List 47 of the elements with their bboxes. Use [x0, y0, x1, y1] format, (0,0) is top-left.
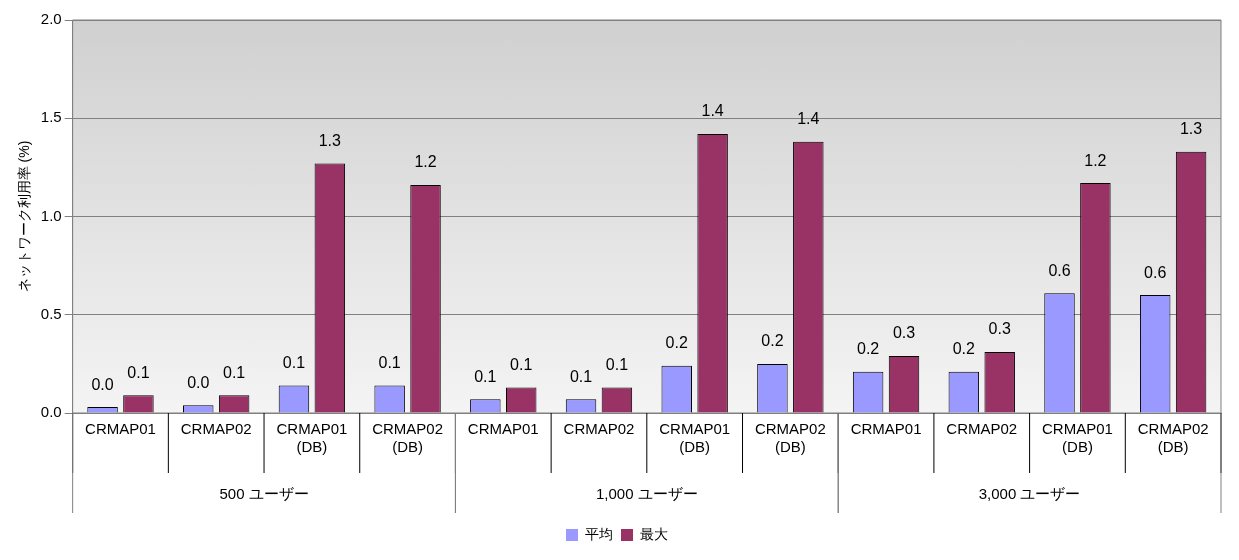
x-tick-label: CRMAP02 — [946, 420, 1018, 438]
y-tick-label: 1.5 — [40, 108, 62, 126]
y-axis-title: ネットワーク利用率 (%) — [16, 140, 33, 293]
data-label: 1.3 — [1179, 120, 1203, 138]
data-label: 0.1 — [127, 363, 150, 381]
data-label: 1.3 — [318, 131, 342, 149]
x-tick-label: CRMAP01 (DB) — [276, 420, 348, 456]
data-label: 0.0 — [187, 373, 210, 391]
x-tick-label: CRMAP01 (DB) — [1042, 420, 1113, 456]
data-label: 0.6 — [1048, 261, 1071, 279]
data-label: 0.1 — [474, 367, 497, 385]
data-label: 1.2 — [414, 153, 437, 171]
text: 3,000 ユーザー — [978, 485, 1081, 503]
data-label: 1.2 — [1084, 151, 1107, 169]
y-tick-label: 2.0 — [40, 10, 62, 28]
data-label: 0.3 — [892, 324, 916, 342]
x-tick-label: CRMAP02 (DB) — [1137, 420, 1209, 456]
x-tick-label: CRMAP02 — [180, 420, 252, 438]
y-tick-label: 0.5 — [40, 304, 62, 322]
x-tick-label: CRMAP01 — [467, 420, 539, 438]
data-label: 0.1 — [282, 353, 306, 371]
legend-label: 平均 — [585, 525, 613, 542]
data-label: 0.1 — [605, 355, 629, 373]
data-label: 0.2 — [665, 334, 688, 352]
data-label: 0.6 — [1144, 263, 1167, 281]
legend-label: 最大 — [640, 525, 668, 542]
text: 1,000 ユーザー — [595, 485, 698, 503]
y-tick-label: 1.0 — [40, 206, 62, 224]
x-tick-label: CRMAP01 — [85, 420, 156, 438]
x-tick-label: CRMAP02 (DB) — [372, 420, 444, 456]
data-label: 0.0 — [91, 375, 114, 393]
data-label: 0.3 — [988, 320, 1011, 338]
data-label: 1.4 — [797, 110, 820, 128]
data-label: 0.1 — [378, 353, 401, 371]
x-tick-label: CRMAP02 (DB) — [754, 420, 826, 456]
x-tick-label: CRMAP02 — [563, 420, 635, 438]
y-tick-label: 0.0 — [40, 403, 62, 421]
data-label: 0.1 — [510, 355, 533, 373]
x-tick-label: CRMAP01 — [850, 420, 922, 438]
data-label: 0.2 — [952, 340, 976, 358]
data-label: 0.1 — [223, 363, 246, 381]
data-label: 0.2 — [761, 332, 784, 350]
text: 500 ユーザー — [219, 485, 309, 503]
x-tick-label: CRMAP01 (DB) — [659, 420, 731, 456]
data-label: 0.1 — [569, 367, 593, 385]
data-label: 1.4 — [701, 102, 724, 120]
data-label: 0.2 — [857, 340, 880, 358]
